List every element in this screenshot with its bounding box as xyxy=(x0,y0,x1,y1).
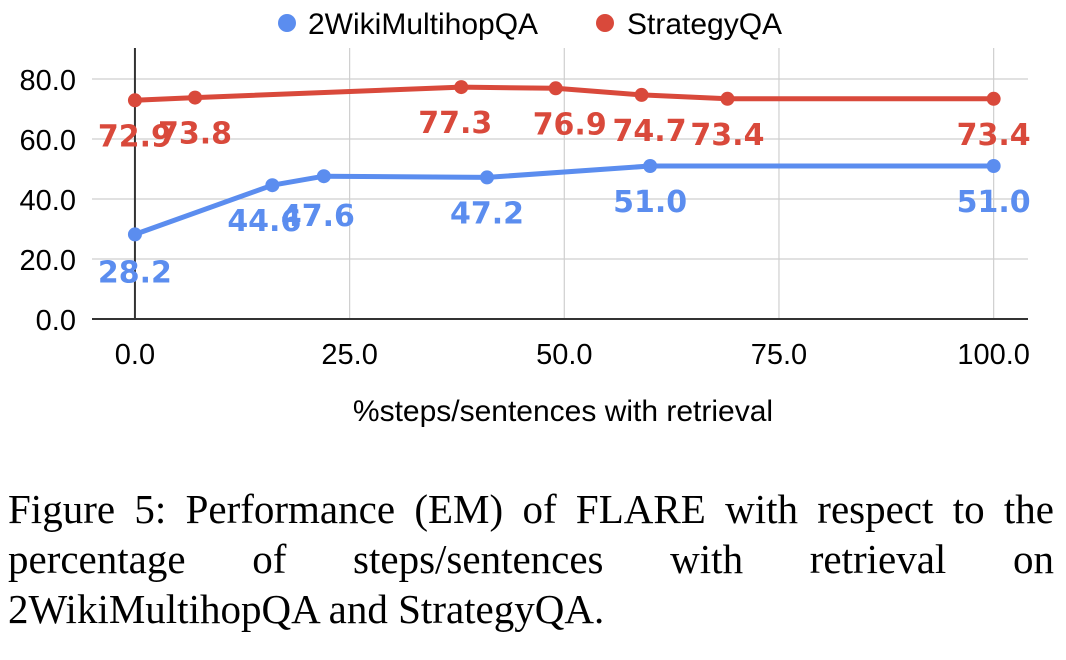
data-point-2wikimultihopqa xyxy=(480,170,495,185)
x-tick-label: 100.0 xyxy=(957,339,1030,371)
data-point-strategyqa xyxy=(634,87,649,102)
data-point-strategyqa xyxy=(127,93,142,108)
axes: 0.0 20.0 40.0 60.0 80.0 0.0 25.0 50.0 75.0 100.0 xyxy=(20,48,1030,371)
legend: 2WikiMultihopQA StrategyQA xyxy=(278,8,782,41)
legend-label-2wikimultihopqa: 2WikiMultihopQA xyxy=(308,8,538,41)
data-point-strategyqa xyxy=(454,80,469,95)
data-labels: 28.2 44.647.6 47.2 51.0 51.0 72.973.8 77.3 76.9… xyxy=(98,106,1031,290)
y-tick-label: 20.0 xyxy=(20,245,76,277)
data-point-2wikimultihopqa xyxy=(265,178,280,193)
data-point-2wikimultihopqa xyxy=(986,159,1001,173)
data-label-2wikimultihopqa: 44.6 xyxy=(227,204,301,239)
data-label-strategyqa: 76.9 xyxy=(533,107,607,142)
gridlines xyxy=(92,48,1028,319)
figure-caption: Figure 5: Performance (EM) of FLARE with… xyxy=(8,486,1054,632)
data-label-strategyqa: 77.3 xyxy=(418,106,492,141)
x-tick-label: 0.0 xyxy=(115,339,155,371)
data-label-strategyqa: 72.9 xyxy=(98,119,172,154)
data-label-strategyqa: 73.4 xyxy=(957,118,1031,153)
series-line-2wikimultihopqa xyxy=(132,163,997,237)
data-point-2wikimultihopqa xyxy=(643,159,658,173)
data-label-2wikimultihopqa: 47.2 xyxy=(450,196,524,231)
data-point-2wikimultihopqa xyxy=(316,169,331,184)
data-point-2wikimultihopqa xyxy=(127,227,142,242)
data-point-strategyqa xyxy=(986,91,1001,106)
data-label-2wikimultihopqa: 51.0 xyxy=(957,185,1031,220)
x-tick-label: 50.0 xyxy=(536,339,592,371)
line-chart: 2WikiMultihopQA StrategyQA 0.0 20.0 40.0 60… xyxy=(20,8,1031,428)
data-label-strategyqa: 73.8 xyxy=(158,117,232,152)
data-label-2wikimultihopqa: 28.2 xyxy=(98,255,172,290)
legend-marker-strategyqa xyxy=(596,14,614,32)
x-tick-label: 75.0 xyxy=(751,339,807,371)
series xyxy=(127,80,1001,242)
data-point-strategyqa xyxy=(188,90,203,105)
y-tick-label: 60.0 xyxy=(20,125,76,157)
legend-label-strategyqa: StrategyQA xyxy=(627,8,782,41)
data-label-strategyqa: 74.7 xyxy=(613,114,687,149)
y-tick-label: 80.0 xyxy=(20,65,76,97)
data-label-2wikimultihopqa: 51.0 xyxy=(613,185,687,220)
y-tick-label: 40.0 xyxy=(20,185,76,217)
y-tick-label: 0.0 xyxy=(36,305,76,337)
data-label-2wikimultihopqa: 47.6 xyxy=(281,199,355,234)
legend-marker-2wikimultihopqa xyxy=(278,14,296,32)
x-tick-label: 25.0 xyxy=(321,339,377,371)
data-label-strategyqa: 73.4 xyxy=(690,118,764,153)
data-point-strategyqa xyxy=(720,91,735,106)
data-point-strategyqa xyxy=(548,81,563,96)
x-axis-title: %steps/sentences with retrieval xyxy=(353,395,773,428)
